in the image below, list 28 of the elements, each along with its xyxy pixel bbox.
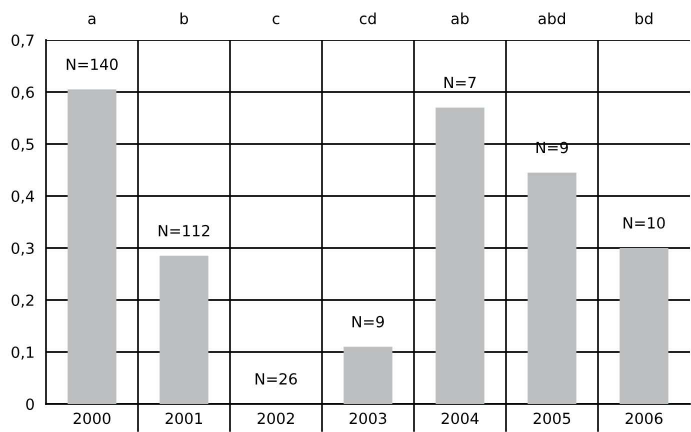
y-tick-label: 0	[26, 398, 34, 410]
y-tick-label: 0,4	[12, 190, 34, 204]
y-tick-label: 0,3	[12, 242, 34, 256]
annotation: N=112	[158, 224, 210, 236]
text: a	[88, 16, 96, 24]
y-tick-label: 0,1	[12, 346, 34, 360]
text: cd	[360, 12, 376, 24]
y-tick-label: 0,6	[12, 86, 34, 100]
y-tick-label: 0,2	[12, 294, 34, 308]
annotation: N=7	[444, 76, 476, 88]
x-tick-label: 2005	[534, 412, 570, 424]
text: c	[272, 16, 280, 24]
x-tick-label: 2001	[166, 412, 202, 424]
annotation: N=10	[624, 217, 665, 229]
y-tick-label: 0,7	[12, 34, 34, 48]
annotation: N=9	[352, 316, 384, 328]
text: ab	[451, 12, 469, 24]
text: abd	[538, 12, 565, 24]
y-tick-label: 0,5	[12, 138, 34, 152]
annotation: N=26	[256, 373, 297, 385]
annotation: N=140	[66, 58, 118, 70]
text: b	[180, 12, 188, 24]
text: bd	[636, 12, 652, 24]
x-tick-label: 2000	[74, 412, 110, 424]
x-tick-label: 2004	[442, 412, 479, 424]
x-tick-label: 2002	[258, 412, 294, 424]
x-tick-label: 2003	[350, 412, 386, 424]
x-tick-label: 2006	[626, 412, 662, 424]
